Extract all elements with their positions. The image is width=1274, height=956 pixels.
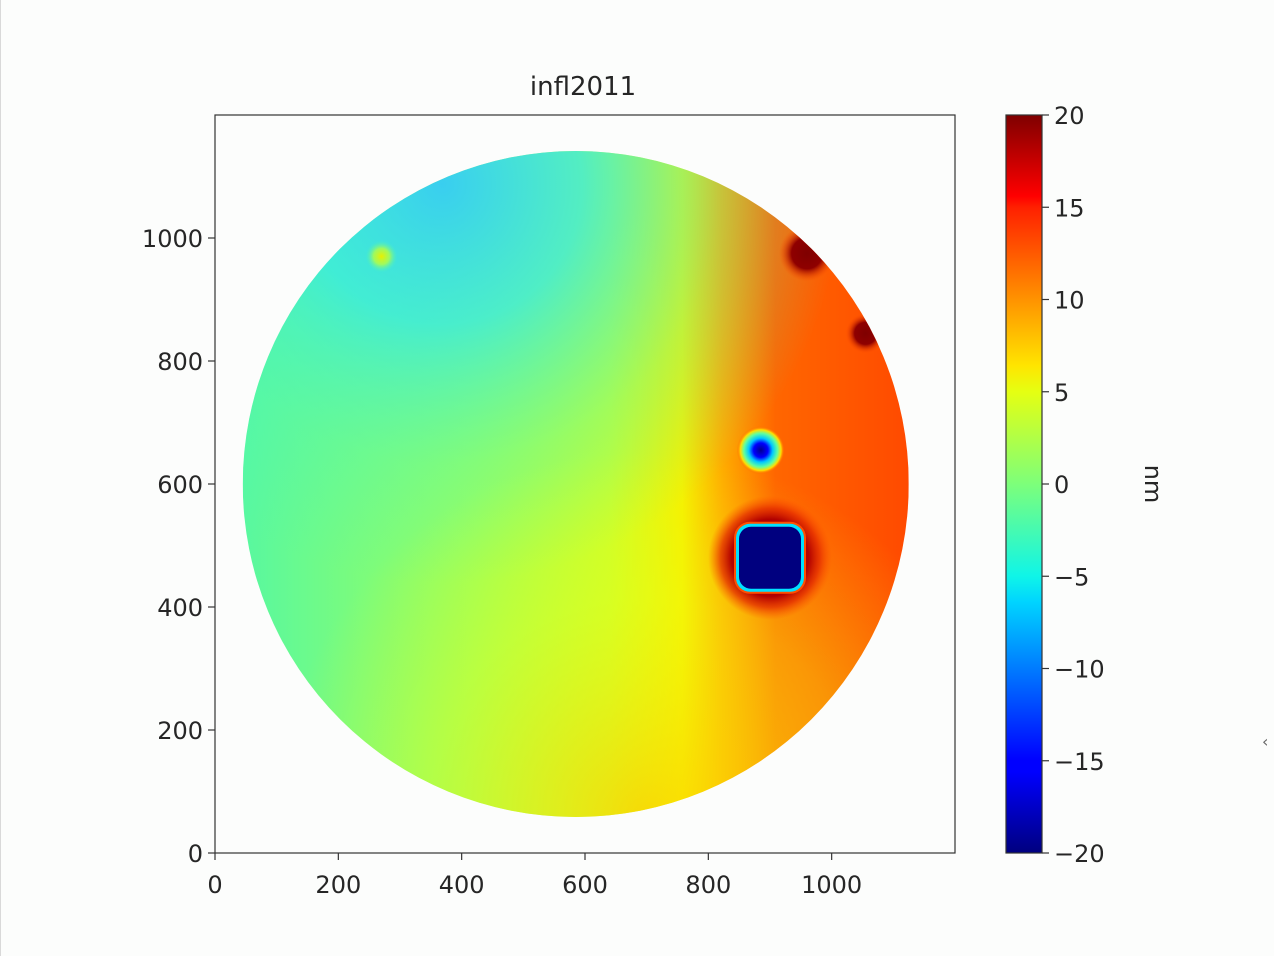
y-axis: 0 200 400 600 800 1000 bbox=[142, 225, 215, 868]
colorbar-tick-label: −15 bbox=[1054, 748, 1105, 776]
surface-map bbox=[242, 151, 909, 817]
colorbar-label: nm bbox=[1139, 465, 1167, 504]
y-tick-label: 600 bbox=[157, 471, 203, 499]
colorbar-tick-label: −10 bbox=[1054, 656, 1105, 684]
colorbar-gradient bbox=[1005, 114, 1043, 854]
colorbar: 20 15 10 5 0 −5 −10 −15 −20 nm bbox=[1005, 102, 1167, 868]
x-tick-label: 1000 bbox=[801, 871, 862, 899]
collapse-handle-icon[interactable]: ‹ bbox=[1262, 732, 1269, 751]
x-tick-label: 0 bbox=[207, 871, 222, 899]
chart-title: infl2011 bbox=[530, 72, 636, 102]
colorbar-tick-label: 5 bbox=[1054, 379, 1069, 407]
plot-area: 0 200 400 600 800 1000 0 200 400 600 800 1000 bbox=[142, 114, 956, 899]
window-left-border bbox=[0, 0, 1, 956]
y-tick-label: 200 bbox=[157, 717, 203, 745]
y-tick-label: 400 bbox=[157, 594, 203, 622]
colorbar-tick-label: 20 bbox=[1054, 102, 1085, 130]
square-depression bbox=[739, 526, 801, 589]
colorbar-tick-label: 0 bbox=[1054, 471, 1069, 499]
x-axis: 0 200 400 600 800 1000 bbox=[207, 853, 862, 899]
right-edge-bump bbox=[845, 313, 886, 354]
x-tick-label: 800 bbox=[685, 871, 731, 899]
colorbar-ticks: 20 15 10 5 0 −5 −10 −15 −20 bbox=[1042, 102, 1105, 868]
small-pit bbox=[736, 426, 785, 475]
upper-right-bump bbox=[779, 225, 835, 282]
x-tick-label: 200 bbox=[315, 871, 361, 899]
x-tick-label: 400 bbox=[439, 871, 485, 899]
y-tick-label: 1000 bbox=[142, 225, 203, 253]
surface-features bbox=[365, 225, 886, 620]
colorbar-tick-label: −20 bbox=[1054, 840, 1105, 868]
x-tick-label: 600 bbox=[562, 871, 608, 899]
colorbar-tick-label: 10 bbox=[1054, 287, 1085, 315]
y-tick-label: 800 bbox=[157, 348, 203, 376]
y-tick-label: 0 bbox=[188, 840, 203, 868]
colorbar-tick-label: 15 bbox=[1054, 194, 1085, 222]
upper-left-spot bbox=[365, 240, 398, 273]
colorbar-tick-label: −5 bbox=[1054, 563, 1089, 591]
